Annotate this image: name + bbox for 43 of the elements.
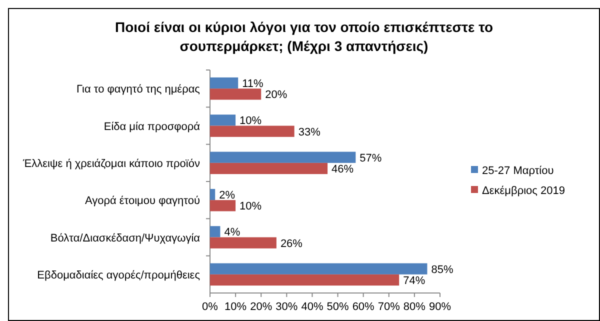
data-label: 10% <box>240 200 262 213</box>
data-label: 10% <box>240 115 262 128</box>
bar <box>210 237 276 248</box>
data-label: 33% <box>298 126 321 138</box>
data-label: 74% <box>403 274 426 287</box>
bar <box>210 77 238 89</box>
x-tick-label: 40% <box>301 301 324 313</box>
bar <box>210 126 294 137</box>
bar <box>210 263 428 274</box>
x-tick-label: 60% <box>352 301 375 313</box>
bar <box>210 88 262 100</box>
x-tick-label: 20% <box>250 301 272 313</box>
bar <box>210 226 220 238</box>
data-label: 57% <box>360 152 382 164</box>
legend-label: 25-27 Μαρτίου <box>482 165 554 177</box>
x-tick-label: 90% <box>428 301 452 313</box>
x-tick-label: 70% <box>378 301 400 313</box>
data-label: 85% <box>431 264 454 276</box>
data-label: 2% <box>219 190 236 202</box>
y-tick-label: Είδα μία προσφορά <box>104 120 201 133</box>
bar <box>210 114 236 126</box>
data-label: 4% <box>224 226 240 239</box>
y-tick-label: Εβδομαδιαίες αγορές/προμήθειες <box>37 269 200 282</box>
x-tick-label: 50% <box>326 301 349 313</box>
bar <box>210 274 400 286</box>
data-label: 26% <box>280 238 303 250</box>
x-tick-label: 0% <box>202 301 218 313</box>
y-tick-label: Για το φαγητό της ημέρας <box>76 84 200 96</box>
y-tick-label: Αγορά έτοιμου φαγητού <box>84 195 200 208</box>
bar <box>210 188 216 200</box>
x-tick-label: 10% <box>224 301 247 313</box>
data-label: 46% <box>332 163 354 176</box>
bar <box>210 162 328 174</box>
legend-label: Δεκέμβριος 2019 <box>482 185 565 197</box>
x-tick-label: 30% <box>276 301 298 313</box>
y-tick-label: Έλλειψε ή χρειάζομαι κάποιο προϊόν <box>22 158 200 170</box>
y-tick-label: Βόλτα/Διασκέδαση/Ψυχαγωγία <box>50 232 201 244</box>
x-tick-label: 80% <box>403 301 426 313</box>
data-label: 11% <box>242 78 264 90</box>
data-label: 20% <box>265 89 288 102</box>
chart-title: Ποιοί είναι οι κύριοι λόγοι για τον οποίο επισκέπτεστε το σουπερμάρκετ; (Μέχρι 3 απαντήσεις) <box>114 19 494 54</box>
bar <box>210 200 236 212</box>
bar <box>210 152 356 163</box>
